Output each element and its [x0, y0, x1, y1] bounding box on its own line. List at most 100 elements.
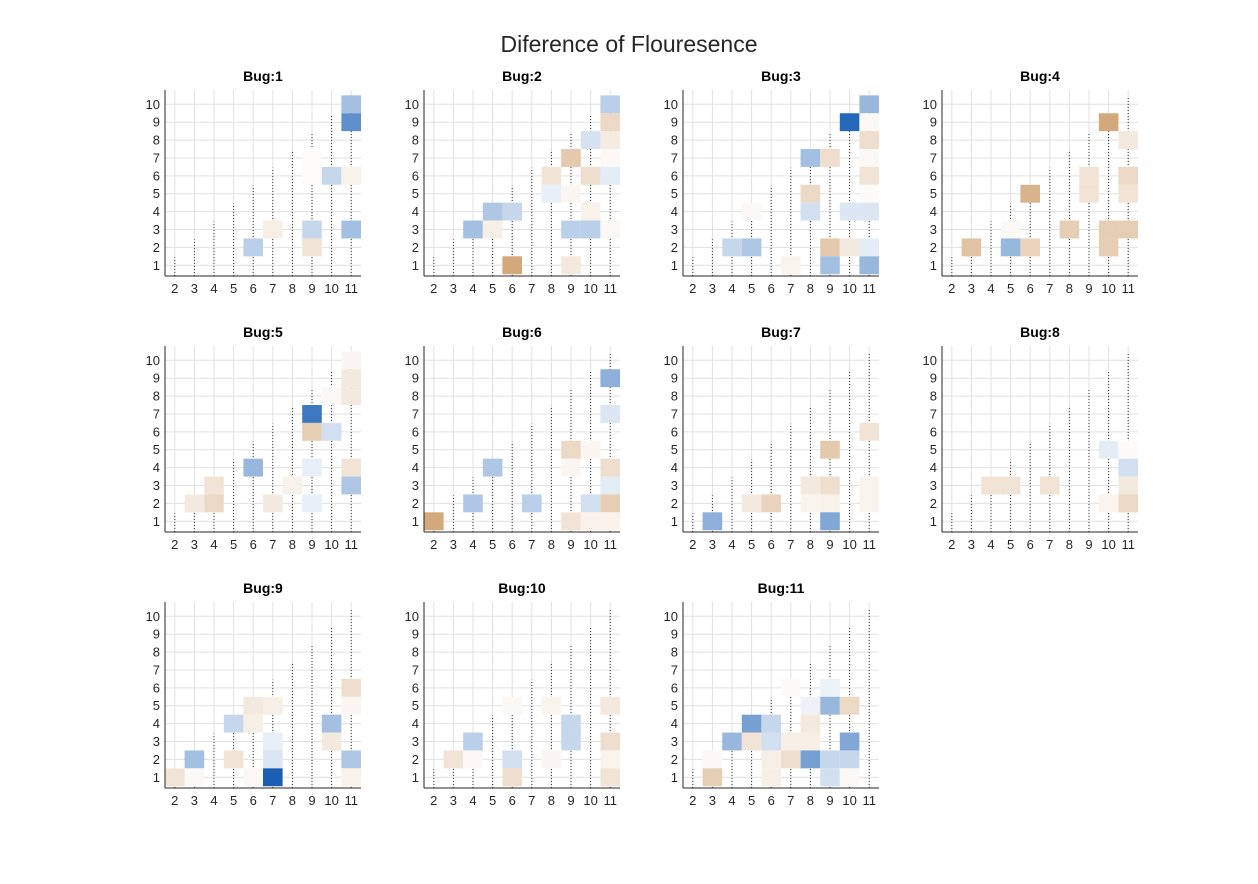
- y-tick-label: 2: [671, 752, 678, 767]
- heatmap-cell: [282, 476, 303, 495]
- y-tick-label: 7: [671, 662, 678, 677]
- y-tick-label: 5: [930, 442, 937, 457]
- heatmap-cell: [463, 494, 483, 513]
- x-tick-label: 3: [709, 281, 716, 296]
- heatmap-cell: [165, 768, 185, 787]
- y-tick-label: 10: [146, 609, 160, 624]
- y-tick-label: 6: [412, 680, 419, 695]
- heatmap-cell: [184, 768, 205, 787]
- panel-title: Bug:2: [502, 68, 542, 84]
- x-tick-label: 7: [787, 793, 794, 808]
- heatmap-cell: [600, 166, 620, 185]
- y-tick-label: 10: [146, 353, 160, 368]
- y-tick-label: 10: [664, 353, 678, 368]
- x-tick-label: 3: [450, 793, 457, 808]
- x-tick-label: 3: [709, 537, 716, 552]
- heatmap-cell: [741, 494, 762, 513]
- y-tick-label: 3: [930, 478, 937, 493]
- heatmap-cell: [820, 768, 840, 787]
- x-tick-label: 11: [603, 537, 617, 552]
- y-tick-label: 10: [923, 353, 937, 368]
- y-tick-label: 1: [412, 514, 419, 529]
- heatmap-cell: [702, 768, 723, 787]
- y-tick-label: 4: [930, 460, 937, 475]
- heatmap-cell: [859, 238, 879, 257]
- y-tick-label: 1: [930, 258, 937, 273]
- y-tick-label: 3: [153, 478, 160, 493]
- x-tick-label: 2: [948, 281, 955, 296]
- x-tick-label: 6: [1027, 537, 1034, 552]
- y-tick-label: 4: [153, 460, 160, 475]
- y-tick-label: 7: [412, 406, 419, 421]
- x-tick-label: 6: [250, 281, 257, 296]
- y-tick-label: 8: [153, 645, 160, 660]
- heatmap-cell: [800, 149, 821, 167]
- heatmap-cell: [243, 768, 263, 787]
- y-tick-label: 9: [153, 115, 160, 130]
- heatmap-cell: [741, 732, 762, 751]
- y-tick-label: 4: [671, 460, 678, 475]
- y-tick-label: 8: [930, 389, 937, 404]
- heatmap-cell: [502, 696, 522, 715]
- x-tick-label: 3: [450, 281, 457, 296]
- heatmap-cell: [722, 732, 742, 751]
- heatmap-cell: [321, 732, 342, 751]
- y-tick-label: 10: [405, 97, 419, 112]
- x-tick-label: 10: [324, 793, 338, 808]
- heatmap-cell: [781, 750, 801, 769]
- y-tick-label: 4: [412, 204, 419, 219]
- heatmap-cell: [561, 256, 581, 275]
- y-tick-label: 2: [412, 496, 419, 511]
- x-tick-label: 11: [862, 537, 876, 552]
- heatmap-cell: [820, 494, 840, 513]
- y-tick-label: 2: [153, 240, 160, 255]
- heatmap-cell: [580, 440, 601, 459]
- heatmap-cell: [223, 750, 244, 769]
- heatmap-cell: [1098, 494, 1119, 513]
- x-tick-label: 5: [230, 793, 237, 808]
- y-tick-label: 8: [930, 133, 937, 148]
- y-tick-label: 9: [930, 371, 937, 386]
- heatmap-cell: [243, 714, 263, 733]
- heatmap-cell: [800, 714, 821, 733]
- x-tick-label: 8: [289, 793, 296, 808]
- heatmap-cell: [341, 113, 361, 132]
- x-tick-label: 3: [968, 281, 975, 296]
- x-tick-label: 7: [528, 281, 535, 296]
- x-tick-label: 6: [768, 793, 775, 808]
- y-tick-label: 1: [153, 258, 160, 273]
- y-tick-label: 9: [671, 627, 678, 642]
- x-tick-label: 11: [862, 793, 876, 808]
- x-tick-label: 4: [728, 281, 735, 296]
- heatmap-cell: [981, 476, 1001, 495]
- x-tick-label: 2: [689, 281, 696, 296]
- y-tick-label: 8: [153, 389, 160, 404]
- y-tick-label: 3: [930, 222, 937, 237]
- x-tick-label: 9: [567, 793, 574, 808]
- heatmap-cell: [600, 95, 620, 114]
- y-tick-label: 10: [923, 97, 937, 112]
- heatmap-cell: [820, 750, 840, 769]
- heatmap-cell: [561, 512, 581, 531]
- x-tick-label: 11: [344, 281, 358, 296]
- x-tick-label: 8: [1066, 537, 1073, 552]
- heatmap-cell: [800, 732, 821, 751]
- y-tick-label: 4: [412, 460, 419, 475]
- heatmap-cell: [223, 714, 244, 733]
- x-tick-label: 3: [968, 537, 975, 552]
- heatmap-cell: [600, 768, 620, 787]
- x-tick-label: 5: [748, 537, 755, 552]
- x-tick-label: 7: [269, 281, 276, 296]
- heatmap-cell: [800, 476, 821, 495]
- y-tick-label: 5: [412, 442, 419, 457]
- heatmap-cell: [859, 113, 879, 132]
- heatmap-cell: [341, 476, 361, 495]
- heatmap-cell: [263, 732, 283, 751]
- heatmap-cell: [341, 696, 361, 715]
- heatmap-cell: [243, 238, 263, 257]
- y-tick-label: 8: [412, 645, 419, 660]
- heatmap-cell: [600, 113, 620, 132]
- x-tick-label: 3: [191, 537, 198, 552]
- heatmap-cell: [859, 166, 879, 185]
